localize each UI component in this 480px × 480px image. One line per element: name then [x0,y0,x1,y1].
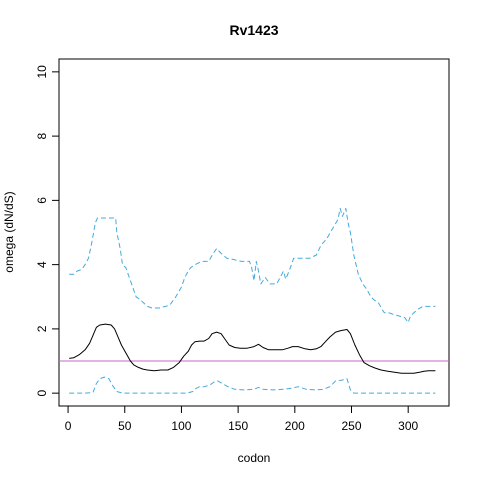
y-tick-label: 8 [35,132,49,139]
y-tick-label: 6 [35,197,49,204]
y-tick-label: 10 [35,65,49,79]
x-tick-label: 300 [398,419,418,433]
y-tick-label: 2 [35,325,49,332]
x-tick-label: 0 [65,419,72,433]
chart-title: Rv1423 [229,22,278,38]
x-tick-label: 200 [285,419,305,433]
y-tick-label: 4 [35,261,49,268]
x-tick-label: 150 [228,419,248,433]
plot-frame [58,58,450,407]
upper-bound-line [69,207,436,323]
lower-bound-line [69,376,436,394]
x-axis: 0 50 100 150 200 250 300 [65,405,419,433]
y-axis: 0 2 4 6 8 10 [35,65,60,396]
x-tick-label: 250 [341,419,361,433]
x-axis-label: codon [238,451,271,465]
x-tick-label: 50 [118,419,132,433]
x-tick-label: 100 [171,419,191,433]
omega-line [69,323,436,374]
y-axis-label: omega (dN/dS) [2,191,16,272]
y-tick-label: 0 [35,389,49,396]
plot-area [59,207,449,394]
